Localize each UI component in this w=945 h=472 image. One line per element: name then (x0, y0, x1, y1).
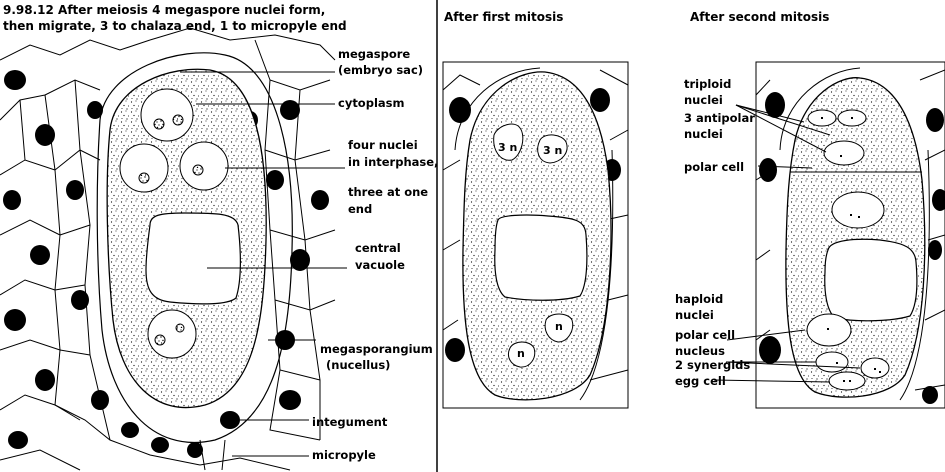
central-vacuole-right (824, 238, 918, 322)
integument-right (779, 67, 930, 401)
label-central: central (355, 241, 401, 255)
dark-cell-nuclei-right (759, 92, 945, 404)
label-polar-cell: polar cell (684, 160, 745, 174)
label-three-at-one: three at one (348, 185, 429, 199)
panel-after-meiosis (0, 27, 347, 471)
label-haploid: haploid (675, 292, 724, 306)
label-3n-left: 3 n (498, 141, 518, 154)
panel-after-first-mitosis (442, 61, 629, 409)
leader-lines-panel3 (713, 104, 861, 383)
panel-after-second-mitosis (713, 61, 945, 409)
central-vacuole (145, 212, 241, 305)
cell-network-mid (442, 69, 629, 381)
caption-line-1: 9.98.12 After meiosis 4 megaspore nuclei… (3, 3, 326, 17)
nucleus-3n-right (537, 134, 568, 164)
label-four-nuclei: four nuclei (348, 138, 418, 152)
label-cytoplasm: cytoplasm (338, 96, 405, 110)
label-vacuole: vacuole (355, 258, 405, 272)
label-triploid: triploid (684, 77, 732, 91)
nucleus-n-lower (507, 341, 536, 368)
cell-network-left (0, 27, 336, 471)
nucleoli-right (821, 117, 881, 382)
antipolar-nucleus-3 (823, 140, 865, 166)
label-egg-cell: egg cell (675, 374, 726, 388)
label-n-upper: n (555, 320, 563, 333)
label-polar-cell-nucleus-2: nucleus (675, 344, 725, 358)
label-triploid-nuclei: nuclei (684, 93, 723, 107)
micropyle-channel (199, 439, 226, 471)
panel2-title: After first mitosis (444, 10, 564, 24)
integument-outline (96, 52, 293, 443)
integument-mid (454, 67, 614, 401)
label-megasporangium: megasporangium (320, 342, 433, 356)
label-in-interphase: in interphase, (348, 155, 439, 169)
leader-lines-panel1 (180, 71, 347, 457)
caption-line-2: then migrate, 3 to chalaza end, 1 to mic… (3, 19, 347, 33)
synergid-1 (815, 351, 849, 373)
nucleus-3n-left (493, 123, 524, 161)
central-vacuole-mid (494, 214, 588, 301)
egg-cell-nucleus (828, 371, 866, 391)
interphase-nuclei (119, 88, 229, 359)
label-nucellus: (nucellus) (326, 358, 391, 372)
label-3n-right: 3 n (543, 144, 563, 157)
label-synergids: 2 synergids (675, 358, 751, 372)
label-megaspore: megaspore (338, 47, 411, 61)
panel3-title: After second mitosis (690, 10, 830, 24)
nucleus-n-upper (544, 313, 574, 343)
label-integument: integument (312, 415, 388, 429)
label-n-lower: n (517, 347, 525, 360)
triploid-polar-nucleus (831, 191, 885, 229)
label-3-antipolar: 3 antipolar (684, 111, 755, 125)
label-end: end (348, 202, 373, 216)
label-antipolar-nuclei: nuclei (684, 127, 723, 141)
label-micropyle: micropyle (312, 448, 376, 462)
label-embryo-sac: (embryo sac) (338, 63, 424, 77)
label-polar-cell-nucleus-1: polar cell (675, 328, 736, 342)
label-haploid-nuclei: nuclei (675, 308, 714, 322)
